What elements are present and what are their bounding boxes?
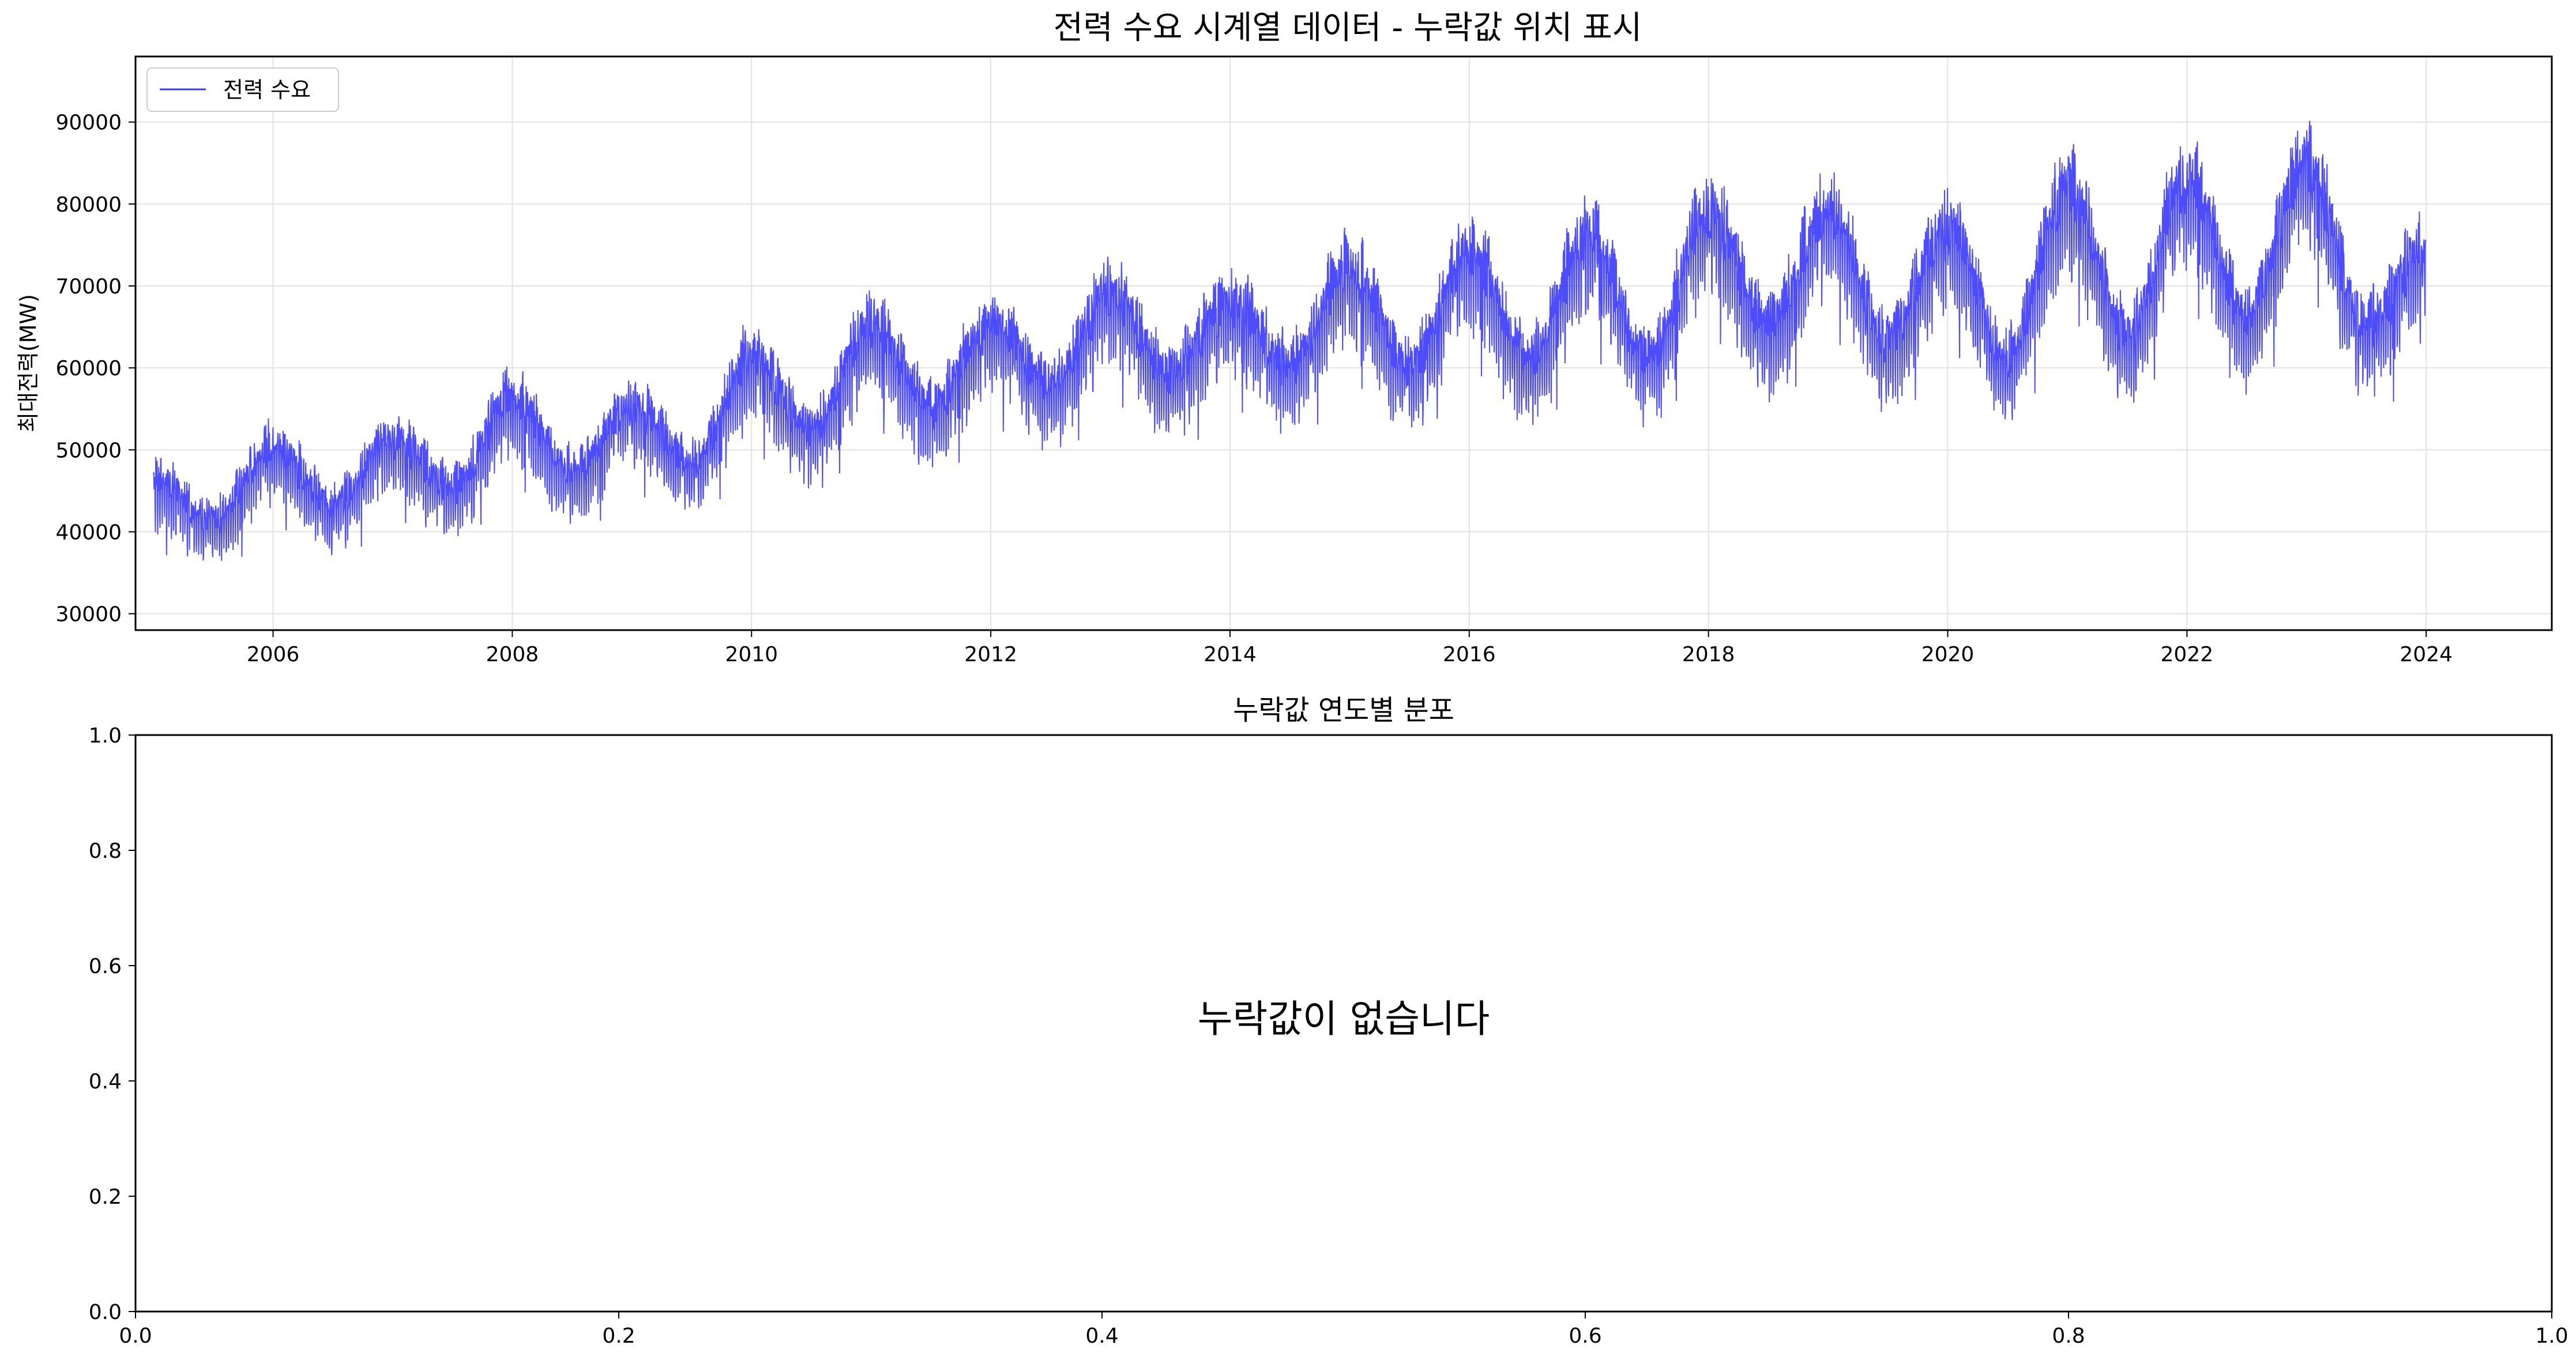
bottom-x-tick-label: 0.0 <box>119 1324 152 1348</box>
top-chart-grid <box>136 56 2552 630</box>
bottom-chart-y-axis: 0.0 0.2 0.4 0.6 0.8 1.0 <box>89 724 136 1324</box>
bottom-x-tick-label: 0.4 <box>1085 1324 1118 1348</box>
bottom-chart-frame <box>134 734 2553 1313</box>
top-x-tick-label: 2014 <box>1204 643 1257 666</box>
top-y-tick-label: 50000 <box>55 439 122 462</box>
top-y-tick-label: 40000 <box>55 521 122 544</box>
legend-entry-demand: 전력 수요 <box>223 77 311 103</box>
bottom-y-tick-label: 0.4 <box>89 1070 122 1094</box>
top-y-tick-label: 70000 <box>55 275 122 299</box>
series-line-demand <box>153 120 2427 561</box>
bottom-chart-x-axis: 0.0 0.2 0.4 0.6 0.8 1.0 <box>119 1312 2569 1348</box>
bottom-y-tick-label: 0.0 <box>89 1301 122 1324</box>
bottom-chart-title: 누락값 연도별 분포 <box>1233 694 1454 726</box>
bottom-y-tick-label: 0.2 <box>89 1185 122 1209</box>
top-x-tick-label: 2024 <box>2400 643 2453 666</box>
top-y-tick-label: 90000 <box>55 111 122 135</box>
bottom-x-tick-label: 0.6 <box>1569 1324 1601 1348</box>
top-x-tick-label: 2008 <box>486 643 539 666</box>
top-x-tick-label: 2016 <box>1443 643 1496 666</box>
top-x-tick-label: 2010 <box>725 643 778 666</box>
top-x-tick-label: 2022 <box>2161 643 2214 666</box>
bottom-y-tick-label: 0.8 <box>89 839 122 863</box>
top-x-tick-label: 2020 <box>1921 643 1975 666</box>
top-x-tick-label: 2012 <box>964 643 1017 666</box>
top-chart-title: 전력 수요 시계열 데이터 - 누락값 위치 표시 <box>1054 9 1642 47</box>
no-missing-values-message: 누락값이 없습니다 <box>1198 997 1490 1041</box>
bottom-y-tick-label: 0.6 <box>89 955 122 978</box>
top-chart-y-axis: 30000 40000 50000 60000 70000 80000 90000 <box>55 111 136 627</box>
bottom-x-tick-label: 0.8 <box>2052 1324 2085 1348</box>
top-chart-plot-area <box>153 120 2427 561</box>
top-x-tick-label: 2006 <box>247 643 300 666</box>
legend-box <box>146 67 339 112</box>
bottom-y-tick-label: 1.0 <box>89 724 122 748</box>
bottom-x-tick-label: 0.2 <box>602 1324 635 1348</box>
top-chart-ylabel: 최대전력(MW) <box>16 294 41 432</box>
top-x-tick-label: 2018 <box>1682 643 1735 666</box>
top-y-tick-label: 30000 <box>55 603 122 627</box>
top-chart-legend: 전력 수요 <box>146 67 339 112</box>
missing-by-year-chart: 누락값 연도별 분포 0.0 0.2 0.4 0.6 0.8 1.0 0.00.20.40… <box>89 694 2569 1348</box>
top-y-tick-label: 80000 <box>55 193 122 217</box>
bottom-x-tick-label: 1.0 <box>2535 1324 2568 1348</box>
top-chart-x-axis: 2006 2008 2010 2012 2014 2016 2018 2020 2022 2024 <box>247 630 2453 666</box>
top-chart-frame <box>134 55 2553 631</box>
top-y-tick-label: 60000 <box>55 357 122 380</box>
demand-timeseries-chart: 전력 수요 시계열 데이터 - 누락값 위치 표시 최대전력(MW) 2006 2… <box>16 9 2553 666</box>
